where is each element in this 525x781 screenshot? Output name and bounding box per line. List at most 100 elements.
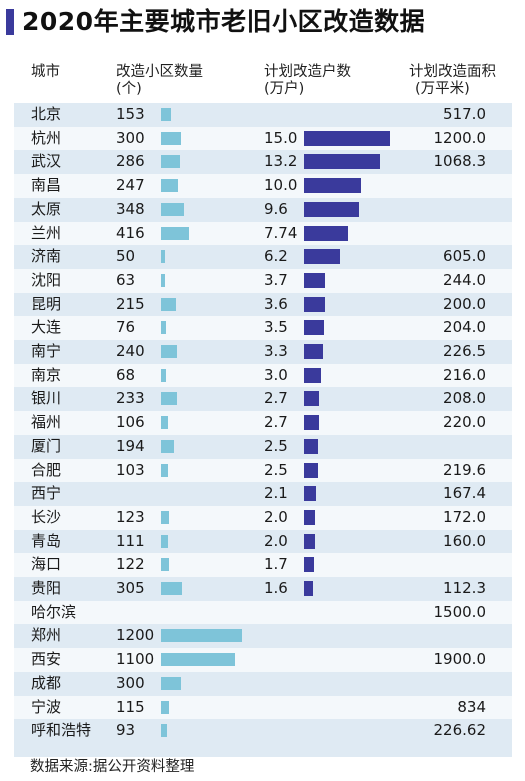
count-value: 286 (116, 152, 145, 171)
header-count-unit: (个) (116, 81, 142, 97)
area-value: 167.4 (443, 484, 486, 503)
area-value: 208.0 (443, 389, 486, 408)
area-value: 605.0 (443, 247, 486, 266)
households-bar (304, 130, 390, 146)
households-bar (304, 154, 380, 170)
table-row: 南京 68 3.0 216.0 (14, 363, 512, 388)
area-value (414, 198, 486, 222)
count-value: 122 (116, 555, 145, 574)
households-bar (304, 178, 362, 194)
count-value: 247 (116, 176, 145, 195)
area-value: 244.0 (443, 270, 486, 289)
city-label: 武汉 (31, 152, 62, 171)
city-label: 福州 (31, 413, 62, 432)
households-value: 2.7 (264, 389, 288, 408)
count-bar (161, 155, 181, 169)
count-value: 1100 (116, 650, 155, 669)
area-value (414, 624, 486, 648)
city-label: 海口 (31, 555, 62, 574)
area-value (414, 435, 486, 459)
count-bar (161, 416, 169, 430)
households-bar (304, 320, 325, 336)
area-value: 204.0 (443, 318, 486, 337)
count-value: 305 (116, 579, 145, 597)
data-table-panel: 城市 改造小区数量 (个) 计划改造户数 (万户) 计划改造面积 (万平米) 北… (14, 53, 512, 757)
area-value: 1200.0 (433, 128, 487, 147)
table-row: 青岛 111 2.0 160.0 (14, 530, 512, 554)
area-value: 216.0 (443, 365, 486, 384)
count-value: 300 (116, 673, 145, 692)
households-value: 13.2 (264, 152, 298, 171)
area-value: 1068.3 (433, 152, 487, 171)
table-row: 长沙 123 2.0 172.0 (14, 505, 512, 530)
households-bar (304, 201, 360, 217)
area-value: 219.6 (443, 460, 486, 479)
households-value: 2.0 (264, 507, 288, 526)
source-note: 数据来源:据公开资料整理 (30, 759, 195, 775)
households-bar (304, 438, 319, 454)
city-label: 宁波 (31, 697, 62, 716)
city-label: 北京 (31, 105, 62, 123)
city-label: 成都 (31, 673, 62, 692)
count-value: 348 (116, 199, 145, 218)
area-value (414, 222, 486, 246)
count-value: 68 (116, 365, 136, 384)
households-bar (304, 344, 323, 359)
area-value (414, 174, 486, 198)
households-bar (304, 367, 322, 383)
households-bar (304, 225, 349, 241)
page-title: 2020年主要城市老旧小区改造数据 (22, 7, 426, 36)
households-value: 3.0 (264, 365, 288, 384)
header-area-unit: (万平米) (415, 81, 470, 97)
count-bar (161, 250, 165, 264)
table-row: 海口 122 1.7 (14, 553, 512, 577)
count-value: 1200 (116, 626, 155, 645)
title-bar: 2020年主要城市老旧小区改造数据 (0, 0, 525, 44)
table-row: 银川 233 2.7 208.0 (14, 387, 512, 411)
count-bar (161, 653, 236, 667)
count-value: 106 (116, 413, 145, 432)
city-label: 济南 (31, 247, 62, 266)
area-value: 1500.0 (433, 602, 487, 621)
city-label: 太原 (31, 199, 62, 218)
households-value: 2.5 (264, 436, 288, 455)
city-label: 沈阳 (31, 270, 62, 289)
table-row: 贵阳 305 1.6 112.3 (14, 577, 512, 601)
count-value: 300 (116, 128, 145, 147)
table-row: 成都 300 (14, 672, 512, 696)
households-bar (304, 581, 314, 596)
area-value: 226.62 (433, 721, 487, 740)
header-households: 计划改造户数 (264, 64, 351, 80)
table-row: 大连 76 3.5 204.0 (14, 316, 512, 340)
count-value: 63 (116, 270, 136, 289)
count-bar (161, 321, 167, 335)
households-value: 2.1 (264, 484, 288, 503)
count-value: 103 (116, 460, 145, 479)
count-value: 123 (116, 507, 145, 526)
table-row: 郑州 1200 (14, 624, 512, 648)
households-value: 2.5 (264, 460, 288, 479)
households-bar (304, 415, 320, 431)
area-value: 200.0 (443, 294, 486, 313)
households-value: 1.7 (264, 555, 288, 574)
table-row: 西安 1100 1900.0 (14, 648, 512, 672)
count-bar (161, 582, 182, 595)
count-value: 240 (116, 342, 145, 360)
households-bar (304, 272, 326, 288)
city-label: 南京 (31, 365, 62, 384)
table-row: 哈尔滨 1500.0 (14, 600, 512, 625)
area-value (414, 672, 486, 696)
households-bar (304, 557, 314, 573)
count-bar (161, 226, 190, 240)
households-value: 9.6 (264, 199, 288, 218)
city-label: 厦门 (31, 436, 62, 455)
table-header: 城市 改造小区数量 (个) 计划改造户数 (万户) 计划改造面积 (万平米) (14, 53, 512, 103)
households-bar (304, 462, 319, 478)
count-value: 76 (116, 318, 136, 337)
count-bar (161, 297, 176, 311)
households-value: 2.0 (264, 531, 288, 550)
city-label: 哈尔滨 (31, 602, 77, 621)
area-value: 226.5 (443, 342, 486, 360)
count-bar (161, 368, 166, 382)
count-bar (161, 131, 182, 145)
